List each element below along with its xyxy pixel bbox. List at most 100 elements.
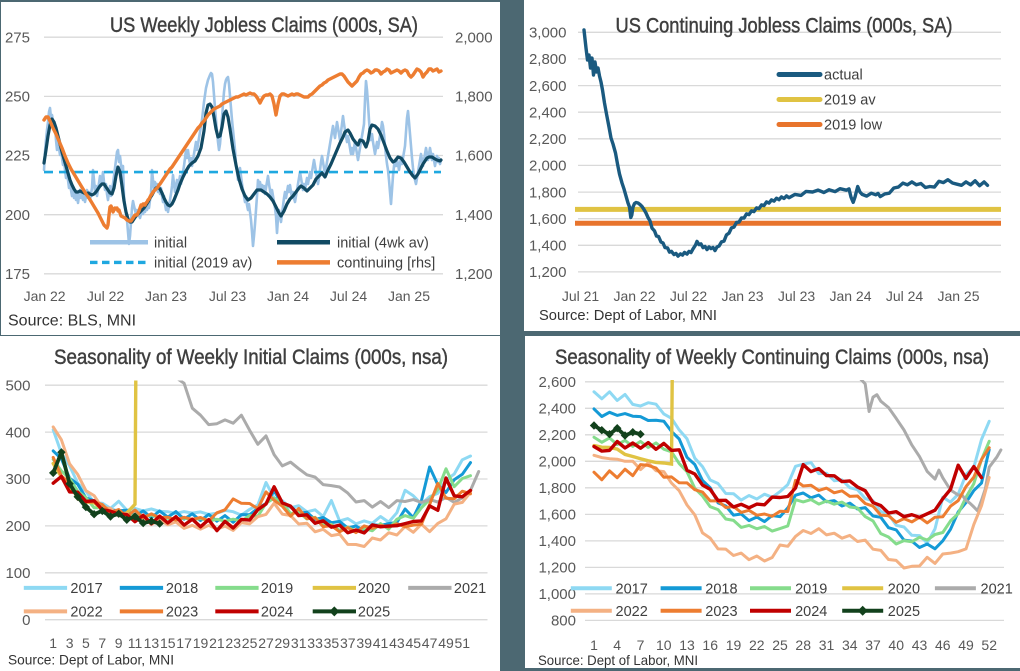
svg-text:initial: initial: [154, 235, 187, 251]
svg-text:Jan 22: Jan 22: [613, 288, 655, 304]
svg-text:2019: 2019: [795, 581, 827, 597]
svg-text:22: 22: [749, 637, 765, 653]
svg-text:49: 49: [958, 637, 974, 653]
svg-text:2,600: 2,600: [538, 374, 576, 391]
svg-text:2,000: 2,000: [538, 453, 576, 470]
svg-text:Jan 25: Jan 25: [937, 288, 979, 304]
svg-text:2018: 2018: [166, 581, 198, 597]
svg-text:actual: actual: [824, 68, 863, 84]
svg-text:0: 0: [22, 612, 30, 629]
svg-text:49: 49: [438, 635, 454, 651]
svg-text:Jul 23: Jul 23: [778, 288, 816, 304]
svg-text:13: 13: [679, 637, 695, 653]
svg-text:2023: 2023: [166, 604, 198, 620]
svg-text:46: 46: [935, 637, 951, 653]
svg-text:15: 15: [160, 635, 176, 651]
svg-text:1,400: 1,400: [455, 207, 493, 224]
svg-text:9: 9: [115, 635, 123, 651]
svg-text:initial (4wk av): initial (4wk av): [337, 235, 429, 251]
svg-text:Jul 22: Jul 22: [670, 288, 708, 304]
svg-text:2025: 2025: [888, 604, 920, 620]
svg-text:1,400: 1,400: [529, 238, 567, 255]
svg-text:45: 45: [406, 635, 422, 651]
svg-text:1: 1: [590, 637, 598, 653]
svg-text:2,000: 2,000: [529, 158, 567, 175]
svg-text:2025: 2025: [358, 604, 390, 620]
svg-text:2,000: 2,000: [455, 29, 493, 46]
svg-text:1,600: 1,600: [455, 148, 493, 165]
svg-text:3: 3: [66, 635, 74, 651]
svg-text:37: 37: [865, 637, 881, 653]
svg-text:43: 43: [912, 637, 928, 653]
svg-text:23: 23: [225, 635, 241, 651]
svg-text:175: 175: [5, 266, 30, 283]
svg-text:2,400: 2,400: [529, 104, 567, 121]
svg-text:1,400: 1,400: [538, 533, 576, 550]
svg-text:3,000: 3,000: [529, 25, 567, 42]
svg-text:1,800: 1,800: [538, 480, 576, 497]
svg-text:Jan 23: Jan 23: [721, 288, 763, 304]
svg-text:200: 200: [5, 518, 30, 535]
svg-text:2021: 2021: [454, 581, 486, 597]
svg-text:2,800: 2,800: [529, 51, 567, 68]
svg-text:47: 47: [422, 635, 438, 651]
svg-text:11: 11: [128, 635, 143, 651]
svg-text:1,000: 1,000: [538, 586, 576, 603]
svg-text:10: 10: [656, 637, 672, 653]
svg-text:Source: BLS, MNI: Source: BLS, MNI: [8, 313, 136, 330]
svg-text:43: 43: [389, 635, 405, 651]
svg-text:Jul 24: Jul 24: [886, 288, 924, 304]
svg-text:1,800: 1,800: [529, 184, 567, 201]
svg-text:29: 29: [275, 635, 291, 651]
svg-text:2,600: 2,600: [529, 78, 567, 95]
svg-text:2019 av: 2019 av: [824, 93, 876, 109]
svg-text:Jan 24: Jan 24: [829, 288, 871, 304]
svg-text:2021: 2021: [981, 581, 1013, 597]
svg-text:2023: 2023: [705, 604, 737, 620]
svg-text:40: 40: [888, 637, 904, 653]
svg-text:34: 34: [842, 637, 858, 653]
svg-text:Jan 22: Jan 22: [24, 288, 66, 304]
svg-text:275: 275: [5, 29, 30, 46]
svg-text:17: 17: [176, 635, 192, 651]
svg-text:Seasonality of Weekly Initial: Seasonality of Weekly Initial Claims (00…: [54, 346, 448, 369]
svg-text:continuing [rhs]: continuing [rhs]: [337, 255, 435, 271]
svg-text:28: 28: [795, 637, 811, 653]
svg-text:2018: 2018: [705, 581, 737, 597]
svg-text:Source: Dept of Labor, MNI: Source: Dept of Labor, MNI: [8, 652, 174, 668]
svg-text:19: 19: [726, 637, 742, 653]
svg-text:2022: 2022: [616, 604, 648, 620]
svg-text:2017: 2017: [70, 581, 102, 597]
svg-text:1: 1: [49, 635, 57, 651]
svg-text:1,200: 1,200: [538, 559, 576, 576]
svg-text:52: 52: [981, 637, 997, 653]
svg-text:21: 21: [209, 635, 225, 651]
svg-text:2,200: 2,200: [538, 427, 576, 444]
svg-text:1,200: 1,200: [455, 266, 493, 283]
svg-text:initial (2019 av): initial (2019 av): [154, 255, 252, 271]
svg-text:33: 33: [307, 635, 323, 651]
svg-text:37: 37: [340, 635, 356, 651]
svg-text:100: 100: [5, 565, 30, 582]
svg-text:Jul 21: Jul 21: [562, 288, 600, 304]
svg-text:7: 7: [98, 635, 106, 651]
svg-text:2,200: 2,200: [529, 131, 567, 148]
svg-text:Source: Dept of Labor, MNI: Source: Dept of Labor, MNI: [538, 652, 698, 668]
svg-text:2020: 2020: [358, 581, 390, 597]
svg-text:39: 39: [356, 635, 372, 651]
svg-text:13: 13: [144, 635, 160, 651]
svg-text:27: 27: [258, 635, 274, 651]
svg-text:300: 300: [5, 471, 30, 488]
svg-text:35: 35: [324, 635, 340, 651]
svg-text:2024: 2024: [261, 604, 293, 620]
svg-text:1,800: 1,800: [455, 89, 493, 106]
svg-text:2024: 2024: [795, 604, 827, 620]
svg-text:1,600: 1,600: [529, 211, 567, 228]
svg-text:5: 5: [82, 635, 90, 651]
svg-text:Source: Dept of Labor, MNI: Source: Dept of Labor, MNI: [539, 307, 717, 324]
svg-text:Jan 23: Jan 23: [145, 288, 187, 304]
svg-text:4: 4: [613, 637, 621, 653]
svg-text:400: 400: [5, 424, 30, 441]
svg-text:250: 250: [5, 89, 30, 106]
svg-text:Jul 22: Jul 22: [87, 288, 125, 304]
